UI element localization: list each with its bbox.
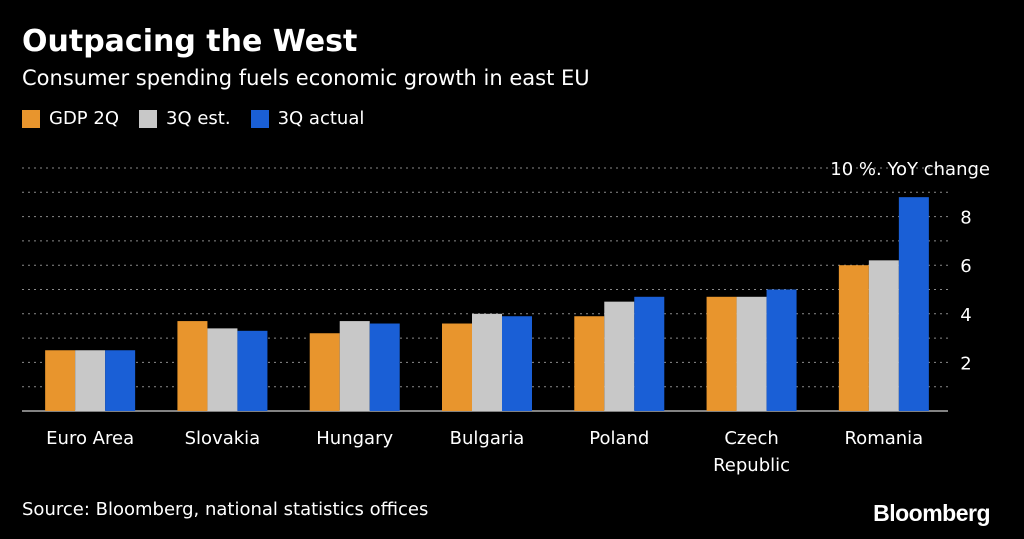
bar-3q-actual-romania — [898, 197, 929, 411]
bar-gdp-2q-euro-area — [45, 350, 76, 411]
bar-gdp-2q-bulgaria — [442, 323, 472, 411]
bar-3q-actual-slovakia — [237, 330, 268, 411]
x-tick-label: Bulgaria — [450, 428, 525, 449]
bar-3q-est-euro-area — [75, 350, 106, 411]
legend-label-3q-est: 3Q est. — [166, 108, 231, 129]
y-tick-label: 8 — [960, 208, 971, 229]
x-tick-label: Czech — [724, 428, 778, 449]
legend-swatch-3q-est — [139, 109, 158, 128]
bar-3q-actual-poland — [634, 296, 665, 411]
bar-3q-est-hungary — [339, 321, 370, 411]
bar-3q-actual-czech-republic — [766, 289, 797, 411]
legend-label-gdp-2q: GDP 2Q — [49, 108, 120, 129]
bar-3q-est-romania — [868, 260, 899, 411]
legend-swatch-gdp-2q — [22, 109, 40, 128]
bar-gdp-2q-poland — [574, 316, 605, 411]
bar-gdp-2q-slovakia — [177, 321, 208, 411]
legend-swatch-3q-actual — [250, 109, 269, 128]
x-tick-label: Slovakia — [185, 428, 261, 449]
bar-gdp-2q-hungary — [309, 333, 340, 411]
bar-3q-actual-hungary — [369, 323, 400, 411]
y-tick-label: 2 — [960, 353, 971, 374]
x-tick-label: Poland — [589, 428, 649, 449]
x-tick-label: Euro Area — [46, 428, 134, 449]
legend-label-3q-actual: 3Q actual — [277, 108, 365, 129]
bloomberg-logo: Bloomberg — [873, 500, 990, 526]
bar-3q-est-bulgaria — [472, 313, 502, 411]
y-tick-label: 4 — [960, 305, 971, 326]
chart-subtitle: Consumer spending fuels economic growth … — [22, 66, 590, 90]
bar-gdp-2q-romania — [838, 265, 869, 411]
y-tick-label: 6 — [960, 256, 971, 277]
bar-3q-est-slovakia — [207, 328, 238, 411]
bar-3q-est-poland — [604, 301, 635, 411]
chart-title: Outpacing the West — [22, 24, 358, 59]
x-tick-label: Romania — [844, 428, 923, 449]
x-tick-label: Hungary — [316, 428, 393, 449]
bar-3q-est-czech-republic — [736, 296, 767, 411]
source-note: Source: Bloomberg, national statistics o… — [22, 499, 429, 520]
bar-3q-actual-bulgaria — [502, 316, 532, 411]
y-axis-top-label: 10 %. YoY change — [830, 159, 990, 180]
legend-item-3q-actual: 3Q actual — [250, 108, 365, 129]
legend: GDP 2Q 3Q est. 3Q actual — [22, 108, 384, 129]
bar-gdp-2q-czech-republic — [706, 296, 737, 411]
x-tick-label: Republic — [713, 455, 790, 476]
legend-item-gdp-2q: GDP 2Q — [22, 108, 119, 129]
legend-item-3q-est: 3Q est. — [139, 108, 231, 129]
bar-3q-actual-euro-area — [105, 350, 136, 411]
